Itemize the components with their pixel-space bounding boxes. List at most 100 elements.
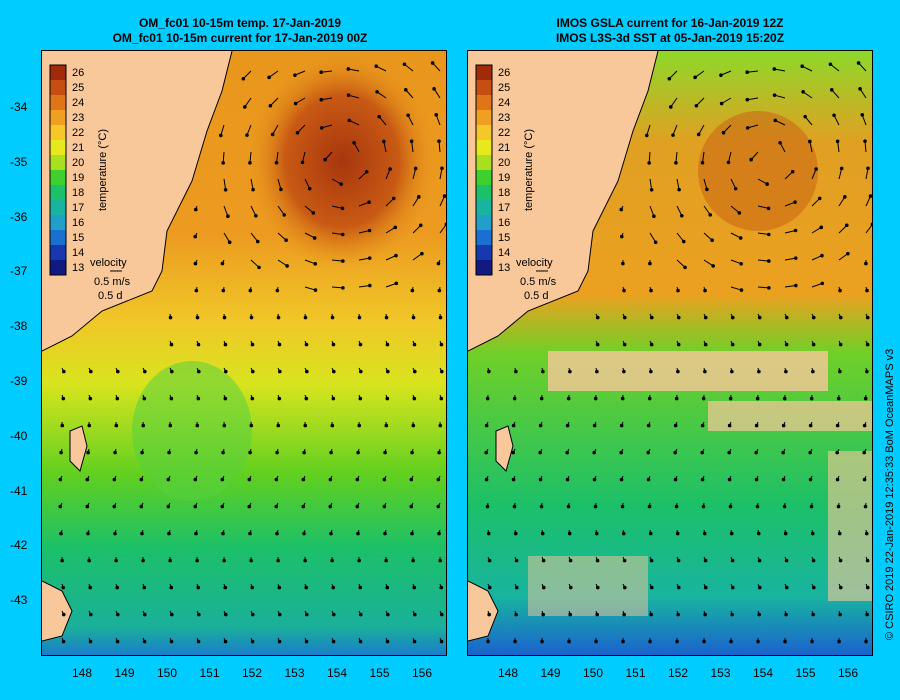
velocity-arrow-head — [622, 342, 627, 347]
velocity-arrow-head — [649, 612, 653, 617]
velocity-arrow-head — [301, 477, 306, 482]
colorbar-frame — [475, 64, 493, 276]
left-map-svg: 26 25 24 23 22 21 20 19 18 17 16 15 14 13 temperature … — [42, 51, 446, 655]
velocity-arrow-head — [247, 504, 252, 509]
tasmania-coast — [468, 580, 499, 642]
velocity-arrow — [703, 205, 711, 216]
velocity-arrow-head — [595, 612, 599, 617]
velocity-arrow-head — [221, 161, 225, 165]
velocity-arrow-head — [595, 315, 600, 320]
velocity-arrow-head — [193, 477, 198, 482]
velocity-arrow-head — [671, 133, 675, 137]
velocity-arrow — [804, 116, 813, 126]
velocity-arrow-head — [357, 423, 362, 428]
velocity-arrow-head — [383, 531, 387, 536]
velocity-arrow-head — [511, 423, 516, 428]
velocity-arrow-head — [676, 342, 681, 347]
cloud-gap — [528, 556, 648, 616]
velocity-arrow-head — [856, 61, 861, 65]
velocity-arrow-head — [250, 369, 255, 374]
velocity-arrow-head — [115, 585, 120, 590]
velocity-arrow-head — [592, 450, 597, 455]
velocity-arrow-head — [331, 585, 336, 590]
credit-text: © CSIRO 2019 22-Jan-2019 12:35:33 BoM Oc… — [884, 348, 896, 640]
velocity-arrow-head — [676, 558, 681, 563]
lon-tick-label: 149 — [114, 666, 135, 680]
velocity-arrow-head — [673, 477, 678, 482]
colorbar-tick-label: 19 — [72, 172, 84, 184]
colorbar-tick-label: 14 — [498, 247, 510, 259]
velocity-arrow — [249, 151, 252, 163]
velocity-arrow-head — [248, 531, 252, 536]
velocity-arrow-head — [647, 396, 652, 401]
velocity-arrow-head — [653, 240, 658, 245]
velocity-arrow-head — [61, 396, 66, 401]
velocity-arrow-head — [738, 236, 743, 240]
colorbar-tick-label: 17 — [498, 202, 510, 214]
velocity-arrow-head — [330, 558, 334, 563]
colorbar-tick-label: 18 — [72, 187, 84, 199]
velocity-arrow-head — [781, 423, 786, 428]
velocity-arrow-head — [745, 126, 750, 130]
velocity-arrow-head — [703, 612, 707, 617]
velocity-arrow-head — [754, 477, 759, 482]
velocity-arrow-head — [811, 342, 816, 347]
velocity-arrow — [865, 223, 872, 234]
velocity-arrows — [484, 61, 872, 644]
velocity-arrow-head — [696, 132, 701, 137]
velocity-arrow-head — [328, 477, 333, 482]
velocity-arrow-head — [358, 612, 363, 617]
velocity-arrow-head — [439, 639, 444, 644]
colorbar-tick-label: 22 — [498, 127, 510, 139]
velocity-arrow — [676, 178, 680, 190]
velocity-arrow-head — [440, 166, 444, 171]
lon-tick-label: 154 — [753, 666, 774, 680]
velocity-arrow-head — [511, 450, 516, 455]
velocity-arrow-head — [835, 450, 840, 455]
velocity-arrow-head — [541, 369, 545, 374]
velocity-arrow — [250, 232, 259, 242]
right-title-line1: IMOS GSLA current for 16-Jan-2019 12Z — [556, 16, 784, 30]
velocity-arrow — [703, 178, 708, 190]
velocity-arrow — [242, 70, 252, 80]
velocity-arrow-head — [417, 195, 421, 199]
velocity-arrow-head — [767, 259, 771, 263]
velocity-arrow-head — [220, 504, 225, 509]
velocity-arrow-head — [249, 315, 254, 320]
velocity-arrow-head — [676, 585, 681, 590]
velocity-arrow-head — [514, 585, 519, 590]
velocity-arrow-head — [193, 261, 198, 266]
colorbar-swatch — [476, 95, 492, 110]
velocity-arrow-head — [444, 222, 446, 226]
lon-tick-label: 151 — [199, 666, 220, 680]
velocity-arrow — [747, 97, 759, 101]
colorbar-swatch — [50, 110, 66, 125]
velocity-arrow-head — [439, 585, 444, 590]
velocity-arrow-head — [331, 342, 336, 347]
velocity-arrow-head — [313, 262, 318, 266]
colorbar-swatch — [476, 110, 492, 125]
velocity-arrow-head — [295, 130, 300, 135]
velocity-arrow-head — [293, 101, 298, 106]
velocity-arrow-head — [863, 139, 867, 143]
velocity-arrow-head — [367, 200, 371, 204]
velocity-arrow-head — [341, 259, 345, 263]
velocity-arrow-head — [868, 194, 872, 198]
velocity-arrow-head — [303, 558, 307, 563]
velocity-arrow-head — [484, 450, 489, 455]
velocity-arrow-head — [402, 62, 407, 67]
velocity-arrow-head — [647, 504, 652, 509]
velocity-arrow-head — [621, 261, 625, 266]
velocity-arrow-head — [242, 105, 247, 109]
warm-eddy — [698, 111, 818, 231]
velocity-arrow — [407, 115, 414, 126]
velocity-arrow-head — [729, 639, 733, 644]
velocity-arrow-head — [803, 114, 807, 119]
velocity-arrow — [412, 196, 420, 207]
velocity-arrow-head — [621, 531, 626, 536]
velocity-arrow-head — [85, 477, 90, 482]
velocity-arrow — [721, 97, 732, 104]
velocity-arrow-head — [438, 558, 442, 563]
velocity-arrow-head — [541, 612, 545, 617]
velocity-arrow-head — [114, 423, 119, 428]
